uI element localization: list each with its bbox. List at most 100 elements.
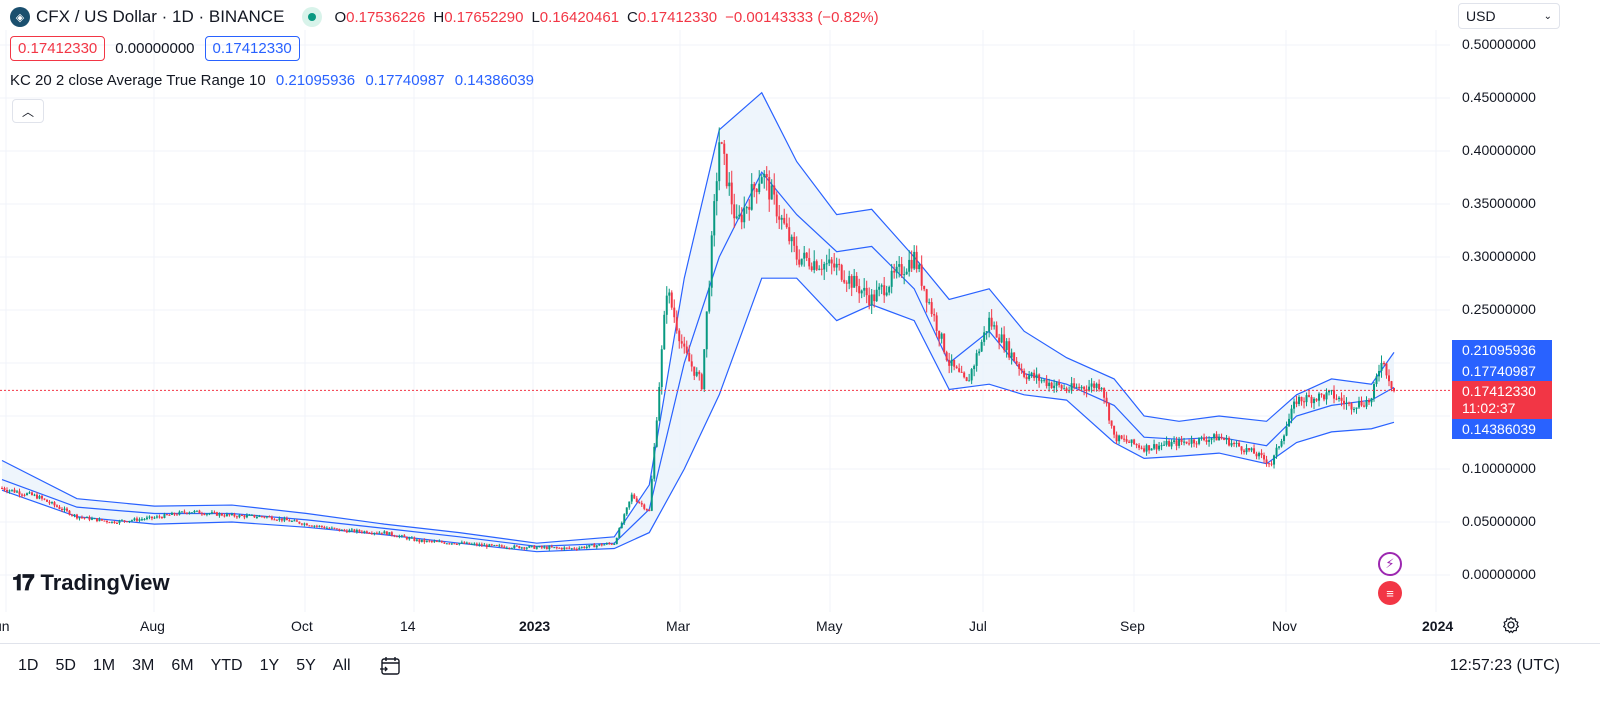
candle	[1238, 440, 1241, 447]
candle	[713, 194, 716, 247]
candle	[53, 501, 56, 508]
candle	[788, 217, 791, 245]
candle	[1245, 444, 1248, 455]
candle	[588, 544, 591, 549]
candle	[118, 519, 121, 525]
cfx-logo-icon: ◈	[10, 7, 30, 27]
candle	[1050, 381, 1053, 389]
sell-price-button[interactable]: 0.17412330	[10, 36, 106, 61]
lightning-icon[interactable]: ⚡	[1378, 552, 1402, 576]
candle	[605, 542, 608, 545]
candle	[898, 256, 901, 278]
candle	[813, 250, 816, 274]
candle	[228, 513, 231, 517]
candle	[723, 140, 726, 166]
candle	[48, 500, 51, 505]
candle	[1340, 392, 1343, 407]
candle	[1098, 379, 1101, 392]
candle	[135, 516, 138, 523]
candle	[178, 510, 181, 516]
candle	[958, 363, 961, 373]
candle	[1320, 393, 1323, 398]
gear-icon[interactable]	[1502, 616, 1520, 634]
candle	[1385, 362, 1388, 379]
candle	[1260, 449, 1263, 459]
candle	[248, 513, 251, 516]
candle	[1065, 386, 1068, 394]
candle	[920, 255, 923, 291]
candle	[1070, 376, 1073, 394]
symbol-title[interactable]: CFX / US Dollar · 1D · BINANCE	[36, 7, 285, 26]
candle	[100, 518, 103, 522]
candle	[680, 334, 683, 349]
candle	[1118, 434, 1121, 445]
candle	[110, 521, 113, 524]
candle	[755, 188, 758, 204]
candle	[578, 546, 581, 550]
candle	[773, 173, 776, 205]
ohlc-value: 0.17412330	[637, 9, 718, 26]
collapse-legend-button[interactable]: ︿	[12, 99, 44, 123]
market-status-icon[interactable]	[302, 7, 323, 27]
candle	[993, 321, 996, 330]
candle	[263, 516, 266, 519]
range-button-6m[interactable]: 6M	[171, 657, 194, 674]
candle	[413, 536, 416, 542]
range-button-ytd[interactable]: YTD	[210, 657, 243, 674]
candle	[555, 546, 558, 550]
range-button-3m[interactable]: 3M	[132, 657, 155, 674]
us-flag-icon[interactable]: ≡	[1378, 581, 1402, 605]
candle	[890, 263, 893, 294]
candle	[1183, 437, 1186, 446]
candle	[1135, 443, 1138, 449]
candle	[905, 268, 908, 275]
candle	[1205, 436, 1208, 445]
candle	[85, 516, 88, 518]
buy-price-button[interactable]: 0.17412330	[204, 36, 300, 61]
candle	[1208, 436, 1211, 447]
ohlc-h: H0.17652290	[433, 9, 523, 26]
candle	[888, 285, 891, 296]
range-button-1y[interactable]: 1Y	[259, 657, 280, 674]
candle	[538, 545, 541, 548]
candle	[498, 543, 501, 548]
candle	[545, 545, 548, 550]
candle	[903, 266, 906, 285]
time-tick-label: Mar	[666, 618, 691, 634]
utc-clock[interactable]: 12:57:23 (UTC)	[1449, 657, 1560, 674]
range-button-1m[interactable]: 1M	[92, 657, 116, 674]
range-button-all[interactable]: All	[332, 657, 351, 674]
candle	[1020, 363, 1023, 374]
candle	[1158, 441, 1161, 452]
candle	[675, 310, 678, 334]
calendar-range-icon[interactable]	[379, 656, 401, 676]
price-tick-label: 0.30000000	[1462, 248, 1536, 264]
range-button-5y[interactable]: 5Y	[296, 657, 316, 674]
candle	[1305, 392, 1308, 407]
indicator-middle-value: 0.17740987	[365, 72, 445, 89]
tradingview-logo[interactable]: 𝟏𝟕 TradingView	[12, 570, 170, 596]
candle	[63, 506, 66, 513]
candle	[750, 173, 753, 211]
candle	[810, 262, 813, 272]
candle	[530, 545, 533, 548]
candle	[848, 270, 851, 290]
indicator-legend[interactable]: KC 20 2 close Average True Range 10 0.21…	[10, 72, 534, 89]
candle	[858, 278, 861, 303]
candle	[615, 537, 618, 545]
candle	[985, 331, 988, 340]
candle	[13, 487, 16, 493]
candle	[475, 542, 478, 547]
time-tick-label: Nov	[1272, 618, 1297, 634]
candle	[883, 276, 886, 303]
range-button-5d[interactable]: 5D	[55, 657, 76, 674]
candle	[893, 263, 896, 279]
range-button-1d[interactable]: 1D	[18, 657, 39, 674]
candle	[660, 345, 663, 395]
candle	[435, 539, 438, 543]
currency-select[interactable]: USD ⌄	[1458, 3, 1560, 29]
candle	[1195, 441, 1198, 448]
currency-value: USD	[1466, 8, 1496, 24]
candle	[333, 527, 336, 530]
